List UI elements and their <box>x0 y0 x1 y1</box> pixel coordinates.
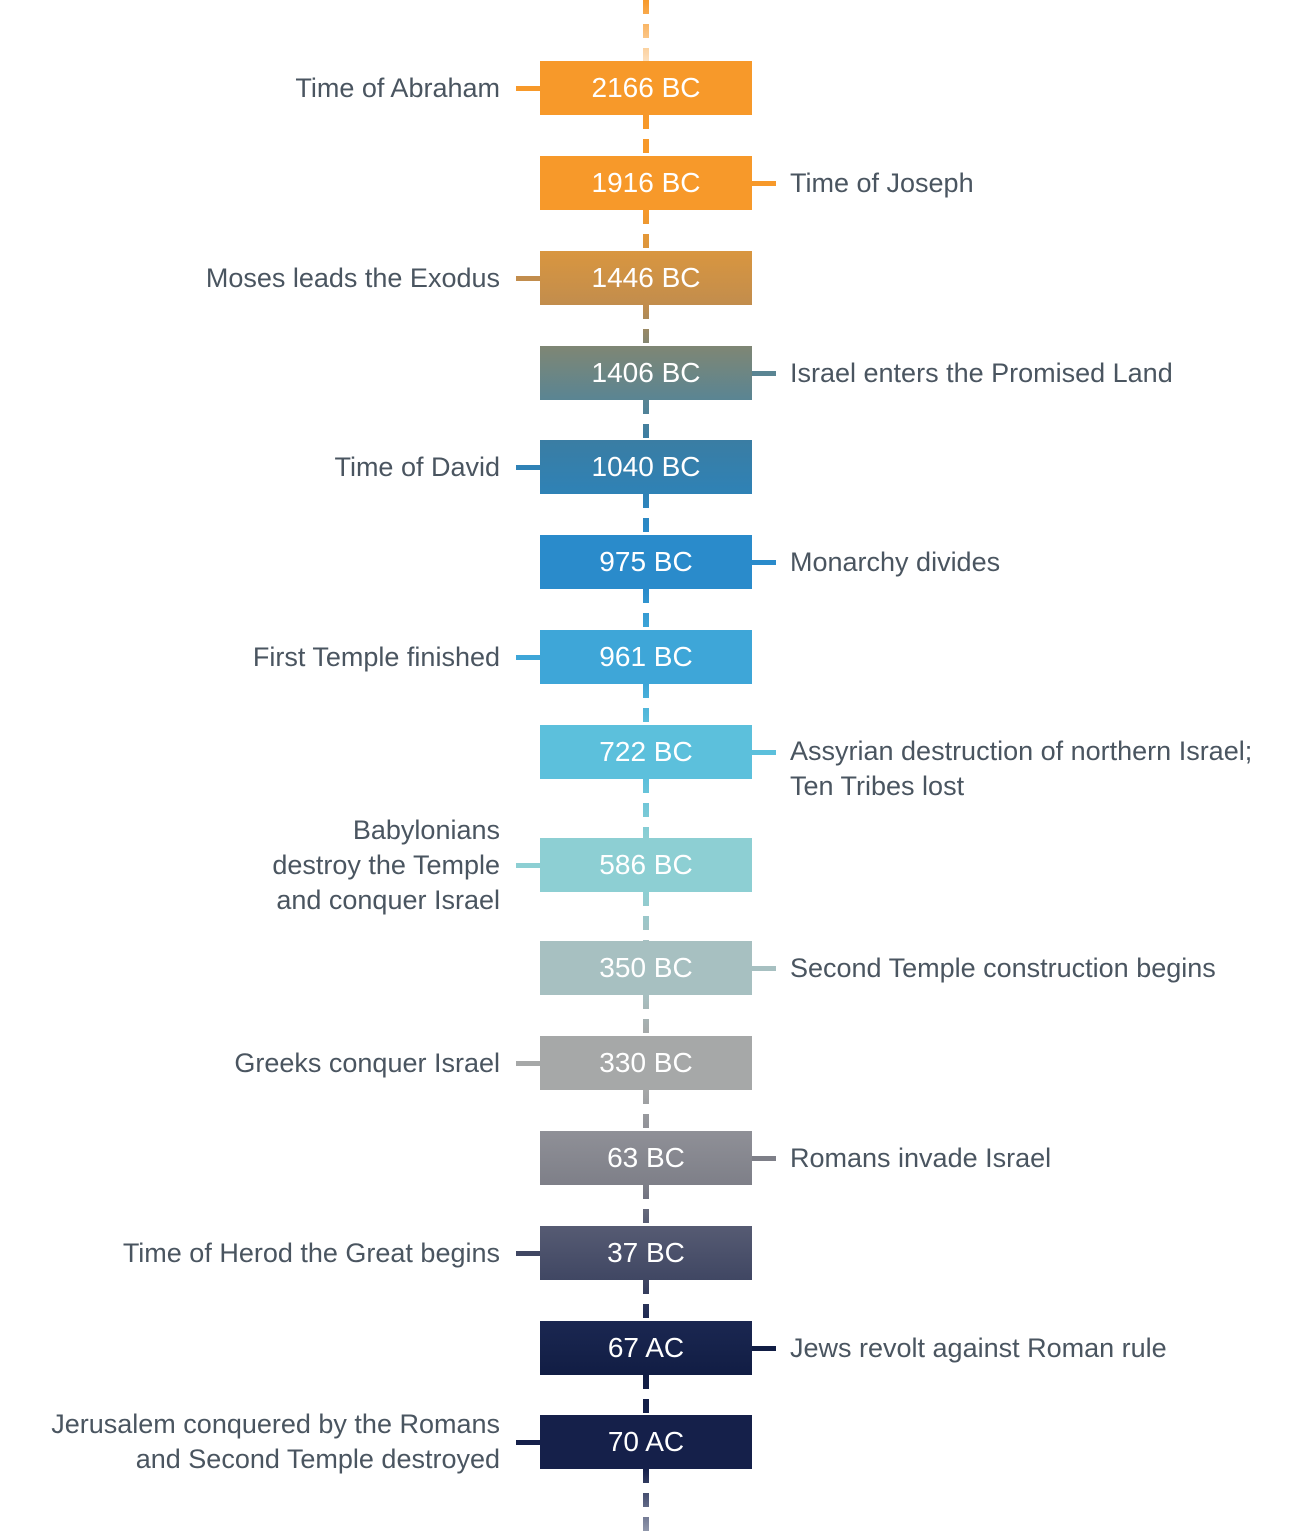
connector-line <box>516 1251 540 1256</box>
event-label: Moses leads the Exodus <box>205 262 500 293</box>
connector-line <box>516 863 540 868</box>
timeline-axis-segment <box>643 115 649 156</box>
timeline-axis-segment <box>643 1280 649 1321</box>
timeline-axis-segment <box>643 779 649 838</box>
timeline-axis-segment <box>643 892 649 941</box>
date-box: 70 AC <box>540 1415 752 1469</box>
date-box: 1406 BC <box>540 346 752 400</box>
connector-line <box>516 655 540 660</box>
date-box: 586 BC <box>540 838 752 892</box>
connector-line <box>516 1440 540 1445</box>
connector-line <box>752 1346 776 1351</box>
timeline-axis-segment <box>643 1375 649 1415</box>
event-label: Monarchy divides <box>790 546 1001 577</box>
date-box: 37 BC <box>540 1226 752 1280</box>
connector-line <box>516 276 540 281</box>
event-label: Romans invade Israel <box>790 1142 1052 1173</box>
connector-line <box>516 465 540 470</box>
timeline-axis-segment <box>643 1090 649 1131</box>
date-box: 961 BC <box>540 630 752 684</box>
event-label: Time of Joseph <box>790 167 974 198</box>
connector-line <box>752 560 776 565</box>
event-label: Time of David <box>334 451 500 482</box>
connector-line <box>752 966 776 971</box>
timeline-axis-segment <box>643 0 649 61</box>
event-label: Jerusalem conquered by the Romans and Se… <box>51 1409 500 1474</box>
event-label: Time of Abraham <box>295 72 500 103</box>
timeline-axis-segment <box>643 305 649 346</box>
date-box: 1446 BC <box>540 251 752 305</box>
event-label: Second Temple construction begins <box>790 952 1216 983</box>
date-box: 1916 BC <box>540 156 752 210</box>
event-label: Assyrian destruction of northern Israel;… <box>790 736 1253 801</box>
event-label: Jews revolt against Roman rule <box>790 1332 1167 1363</box>
event-label: Greeks conquer Israel <box>234 1047 500 1078</box>
date-box: 350 BC <box>540 941 752 995</box>
timeline-axis-segment <box>643 210 649 251</box>
timeline-axis-segment <box>643 400 649 440</box>
date-box: 975 BC <box>540 535 752 589</box>
date-box: 63 BC <box>540 1131 752 1185</box>
connector-line <box>752 1156 776 1161</box>
date-box: 2166 BC <box>540 61 752 115</box>
timeline-axis-segment <box>643 1185 649 1226</box>
date-box: 67 AC <box>540 1321 752 1375</box>
event-label: Israel enters the Promised Land <box>790 357 1173 388</box>
connector-line <box>752 371 776 376</box>
timeline-axis-segment <box>643 589 649 630</box>
connector-line <box>516 86 540 91</box>
date-box: 1040 BC <box>540 440 752 494</box>
timeline-axis-segment <box>643 494 649 535</box>
connector-line <box>752 181 776 186</box>
date-box: 722 BC <box>540 725 752 779</box>
timeline-axis-segment <box>643 1469 649 1536</box>
connector-line <box>516 1061 540 1066</box>
event-label: Babylonians destroy the Temple and conqu… <box>272 814 500 915</box>
date-box: 330 BC <box>540 1036 752 1090</box>
event-label: Time of Herod the Great begins <box>122 1237 500 1268</box>
connector-line <box>752 750 776 755</box>
timeline-axis-segment <box>643 684 649 725</box>
event-label: First Temple finished <box>252 641 500 672</box>
timeline-axis-segment <box>643 995 649 1036</box>
